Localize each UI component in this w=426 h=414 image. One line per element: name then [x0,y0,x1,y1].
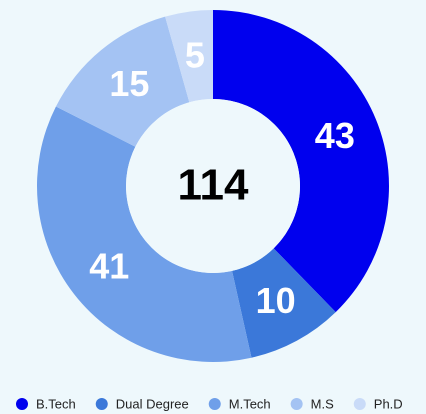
donut-slice [165,10,213,103]
donut-slice [36,106,252,363]
donut-slice [213,10,390,313]
legend-label: Ph.D [374,396,403,411]
donut-slice [55,16,190,147]
data-label: 41 [89,245,129,286]
legend-label: M.Tech [229,396,271,411]
data-label: 5 [185,34,205,75]
data-label: 15 [109,63,149,104]
legend-marker [353,398,366,410]
legend-label: Dual Degree [116,396,189,411]
legend-marker [16,398,28,410]
data-label: 43 [315,115,355,156]
donut-hole [126,99,300,273]
legend-marker [290,398,303,410]
legend-marker [208,398,221,410]
donut-slice [232,248,336,358]
legend-label: B.Tech [36,396,76,411]
data-label: 10 [256,280,296,321]
legend-label: M.S [311,396,334,411]
legend-marker [95,398,108,410]
center-label: 114 [178,161,250,210]
